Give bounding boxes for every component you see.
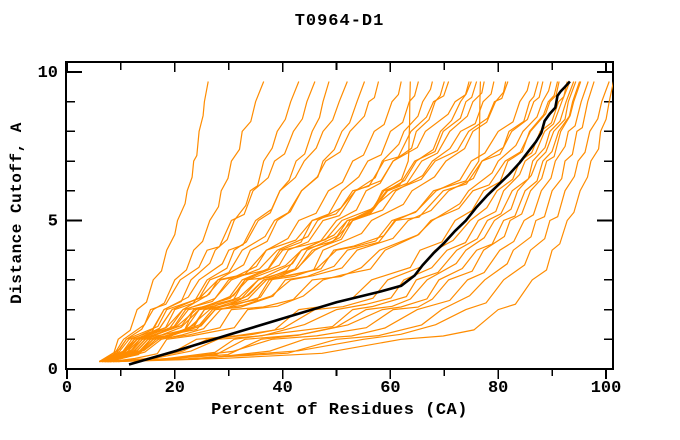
chart-title: T0964-D1	[294, 12, 385, 31]
y-axis-label: Distance Cutoff, A	[8, 122, 26, 304]
model-curve	[99, 81, 402, 363]
model-curve	[104, 81, 366, 363]
model-curve	[99, 81, 595, 363]
model-curves	[98, 81, 613, 363]
model-curve	[99, 81, 509, 363]
x-tick-label: 60	[380, 379, 400, 398]
model-curve	[107, 81, 613, 363]
model-curve	[104, 81, 485, 363]
x-tick-label: 80	[488, 379, 508, 398]
model-curve	[104, 81, 560, 363]
model-curve	[118, 81, 581, 363]
model-curve	[99, 81, 316, 363]
axis-ticks	[66, 62, 613, 379]
model-curve	[101, 81, 330, 363]
model-curve	[115, 81, 575, 363]
model-curve	[99, 81, 450, 363]
tick-labels: 0 20 40 60 80 100 0 5 10	[38, 64, 622, 398]
model-curve	[104, 81, 507, 363]
y-tick-label: 10	[38, 64, 58, 83]
model-curve	[107, 81, 582, 363]
model-curve	[107, 81, 445, 363]
model-curve	[104, 81, 539, 363]
model-curve	[101, 81, 495, 363]
model-curve	[104, 81, 610, 363]
model-curve	[98, 81, 265, 363]
model-curve	[112, 81, 589, 363]
model-curve	[104, 81, 577, 363]
model-curve	[109, 81, 411, 363]
x-tick-label: 40	[272, 379, 292, 398]
x-tick-label: 20	[165, 379, 185, 398]
model-curve	[110, 81, 552, 363]
model-curve	[101, 81, 433, 363]
model-curve	[99, 81, 348, 363]
x-axis-label: Percent of Residues (CA)	[211, 401, 468, 420]
model-curve	[101, 81, 300, 363]
best-model-curve	[128, 80, 571, 366]
model-curve	[107, 81, 481, 363]
y-tick-label: 0	[48, 361, 58, 380]
plot-frame	[65, 61, 614, 370]
y-tick-label: 5	[48, 213, 58, 232]
model-curve	[98, 81, 209, 363]
x-tick-label: 100	[591, 379, 622, 398]
model-curve	[99, 81, 544, 363]
x-tick-label: 0	[62, 379, 72, 398]
model-curve	[99, 81, 472, 363]
